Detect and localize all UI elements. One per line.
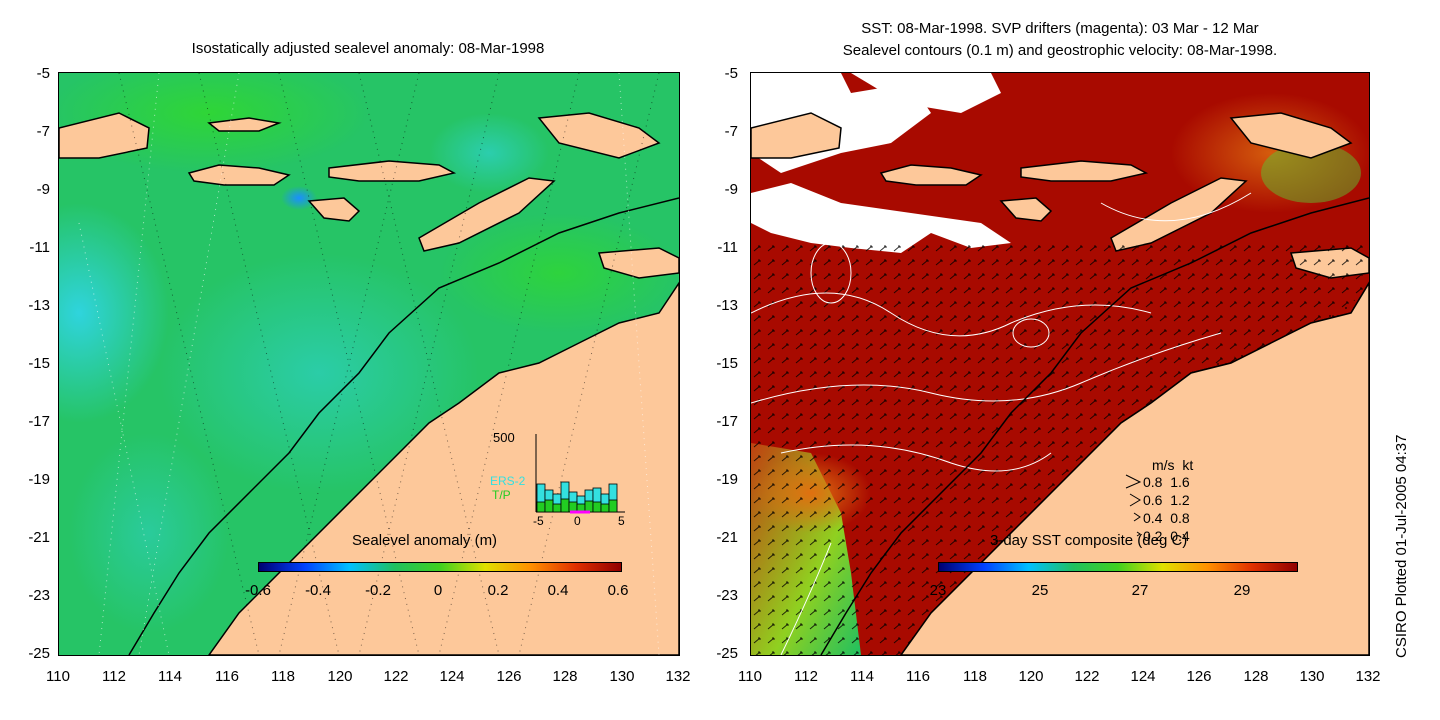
x-tick-label: 116	[215, 668, 239, 685]
y-tick-label: -15	[28, 355, 50, 372]
y-tick-label: -23	[28, 587, 50, 604]
y-tick-label: -9	[36, 181, 50, 198]
colorbar-label: 0.6	[607, 582, 629, 599]
y-tick-label: -21	[716, 529, 738, 546]
colorbar-label: -0.6	[245, 582, 271, 599]
left-panel-title: Isostatically adjusted sealevel anomaly:…	[191, 40, 545, 57]
y-tick-label: -17	[716, 413, 738, 430]
x-tick-label: 126	[1186, 668, 1212, 685]
x-tick-label: 112	[794, 668, 818, 685]
left-map-canvas	[59, 73, 679, 655]
right-panel-title-line1: SST: 08-Mar-1998. SVP drifters (magenta)…	[861, 20, 1259, 37]
histogram-canvas	[535, 434, 625, 514]
x-tick-label: 124	[1130, 668, 1156, 685]
x-tick-label: 132	[665, 668, 691, 685]
colorbar-label: 23	[929, 582, 947, 599]
y-tick-label: -25	[716, 645, 738, 662]
right-panel-title-line2: Sealevel contours (0.1 m) and geostrophi…	[842, 42, 1278, 59]
x-tick-label: 120	[1018, 668, 1044, 685]
y-tick-label: -7	[36, 123, 50, 140]
x-tick-label: 130	[609, 668, 635, 685]
left-sealevel-map	[58, 72, 680, 656]
x-tick-label: 116	[906, 668, 930, 685]
y-tick-label: -11	[29, 239, 50, 256]
x-tick-label: 118	[271, 668, 295, 685]
x-tick-label: 128	[552, 668, 578, 685]
colorbar-label: 27	[1131, 582, 1149, 599]
x-tick-label: 130	[1299, 668, 1325, 685]
colorbar-title: 3-day SST composite (deg C)	[990, 532, 1188, 549]
colorbar-label: 0.2	[487, 582, 509, 599]
y-tick-label: -19	[28, 471, 50, 488]
x-tick-label: 114	[158, 668, 182, 685]
y-tick-label: -23	[716, 587, 738, 604]
velocity-legend-row: 0.2 0.4	[1143, 528, 1190, 544]
velocity-arrows-icon	[1125, 474, 1142, 537]
x-tick-label: 122	[383, 668, 409, 685]
y-tick-label: -9	[724, 181, 738, 198]
y-tick-label: -5	[724, 65, 738, 82]
histogram-x-label: -5	[533, 514, 544, 528]
x-tick-label: 122	[1074, 668, 1100, 685]
colorbar-label: -0.4	[305, 582, 331, 599]
histogram-x-label: 5	[618, 514, 625, 528]
x-tick-label: 120	[327, 668, 353, 685]
histogram-x-label: 0	[574, 514, 581, 528]
y-tick-label: -13	[716, 297, 738, 314]
colorbar-title: Sealevel anomaly (m)	[352, 532, 498, 549]
x-tick-label: 110	[46, 668, 70, 685]
colorbar-gradient	[938, 562, 1298, 572]
x-tick-label: 128	[1243, 668, 1269, 685]
velocity-legend-header: m/s kt	[1152, 457, 1194, 473]
velocity-legend-row: 0.8 1.6	[1143, 474, 1190, 490]
y-tick-label: -5	[36, 65, 50, 82]
y-tick-label: -15	[716, 355, 738, 372]
y-tick-label: -17	[28, 413, 50, 430]
velocity-legend-row: 0.4 0.8	[1143, 510, 1190, 526]
x-tick-label: 132	[1355, 668, 1381, 685]
plot-credit: CSIRO Plotted 01-Jul-2005 04:37	[1393, 434, 1410, 658]
y-tick-label: -11	[717, 239, 738, 256]
y-tick-label: -21	[28, 529, 50, 546]
x-tick-label: 114	[850, 668, 874, 685]
x-tick-label: 110	[738, 668, 762, 685]
histogram-ymax-label: 500	[493, 430, 515, 445]
histogram-series-tp: T/P	[492, 488, 511, 502]
x-tick-label: 126	[496, 668, 522, 685]
colorbar-label: -0.2	[365, 582, 391, 599]
velocity-legend-row: 0.6 1.2	[1143, 492, 1190, 508]
x-tick-label: 124	[439, 668, 465, 685]
histogram-series-ers2: ERS-2	[490, 474, 526, 488]
colorbar-label: 0.4	[547, 582, 569, 599]
x-tick-label: 118	[963, 668, 987, 685]
colorbar-label: 25	[1031, 582, 1049, 599]
y-tick-label: -7	[724, 123, 738, 140]
y-tick-label: -19	[716, 471, 738, 488]
colorbar-label: 29	[1233, 582, 1251, 599]
y-tick-label: -13	[28, 297, 50, 314]
colorbar-label: 0	[433, 582, 443, 599]
y-tick-label: -25	[28, 645, 50, 662]
x-tick-label: 112	[102, 668, 126, 685]
colorbar-gradient	[258, 562, 622, 572]
